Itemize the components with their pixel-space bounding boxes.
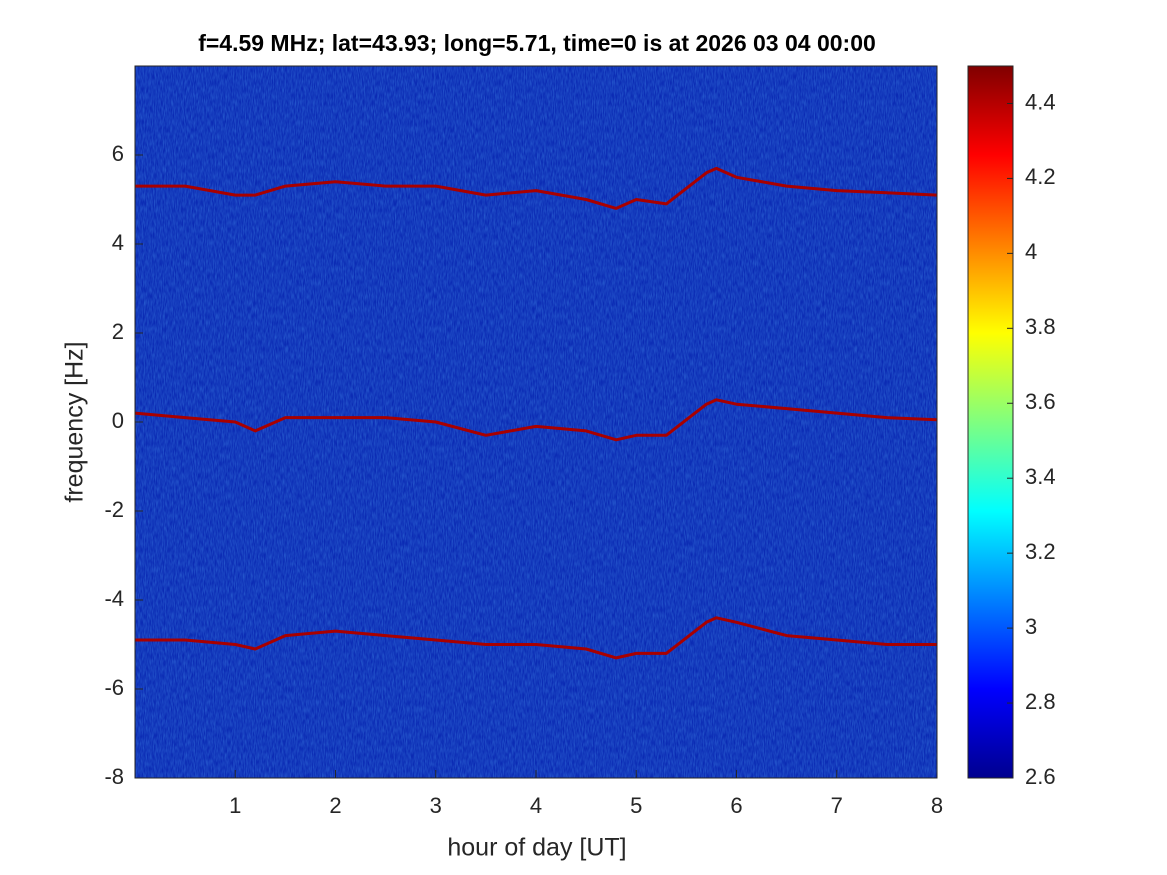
colorbar-tick-label: 4.2 [1025,164,1056,189]
colorbar-tick-label: 4 [1025,239,1037,264]
colorbar-gradient [967,65,1014,779]
y-axis-label: frequency [Hz] [61,341,89,502]
trace-line [135,616,937,660]
x-tick-label: 7 [831,793,843,818]
colorbar-tick-label: 3.6 [1025,389,1056,414]
y-tick-label: -2 [104,497,124,522]
y-tick-label: 4 [112,230,124,255]
colorbar-tick-label: 3.8 [1025,314,1056,339]
x-axis-label: hour of day [UT] [447,834,626,862]
colorbar-tick-label: 2.8 [1025,689,1056,714]
colorbar-tick-label: 3.4 [1025,464,1056,489]
chart-title: f=4.59 MHz; lat=43.93; long=5.71, time=0… [198,30,876,56]
colorbar-tick-label: 4.4 [1025,89,1056,114]
noise-texture [135,66,937,778]
x-tick-label: 3 [430,793,442,818]
x-tick-label: 6 [730,793,742,818]
y-tick-label: 2 [112,319,124,344]
trace-line [135,166,938,210]
x-tick-label: 2 [329,793,341,818]
plot-area: 1 2 3 4 5 6 7 8 -8 -6 -4 -2 0 2 4 6 [104,65,943,818]
x-tick-label: 8 [931,793,943,818]
y-tick-label: -6 [104,675,124,700]
colorbar: 2.6 2.8 3 3.2 3.4 3.6 3.8 4 4.2 4.4 [967,65,1056,789]
y-tick-label: 0 [112,408,124,433]
x-tick-label: 4 [530,793,542,818]
x-tick-label: 5 [630,793,642,818]
y-tick-label: -8 [104,764,124,789]
y-tick-label: 6 [112,141,124,166]
colorbar-tick-label: 3.2 [1025,539,1056,564]
x-tick-label: 1 [229,793,241,818]
y-tick-label: -4 [104,586,124,611]
trace-line [134,398,938,442]
colorbar-tick-label: 3 [1025,614,1037,639]
colorbar-tick-label: 2.6 [1025,764,1056,789]
